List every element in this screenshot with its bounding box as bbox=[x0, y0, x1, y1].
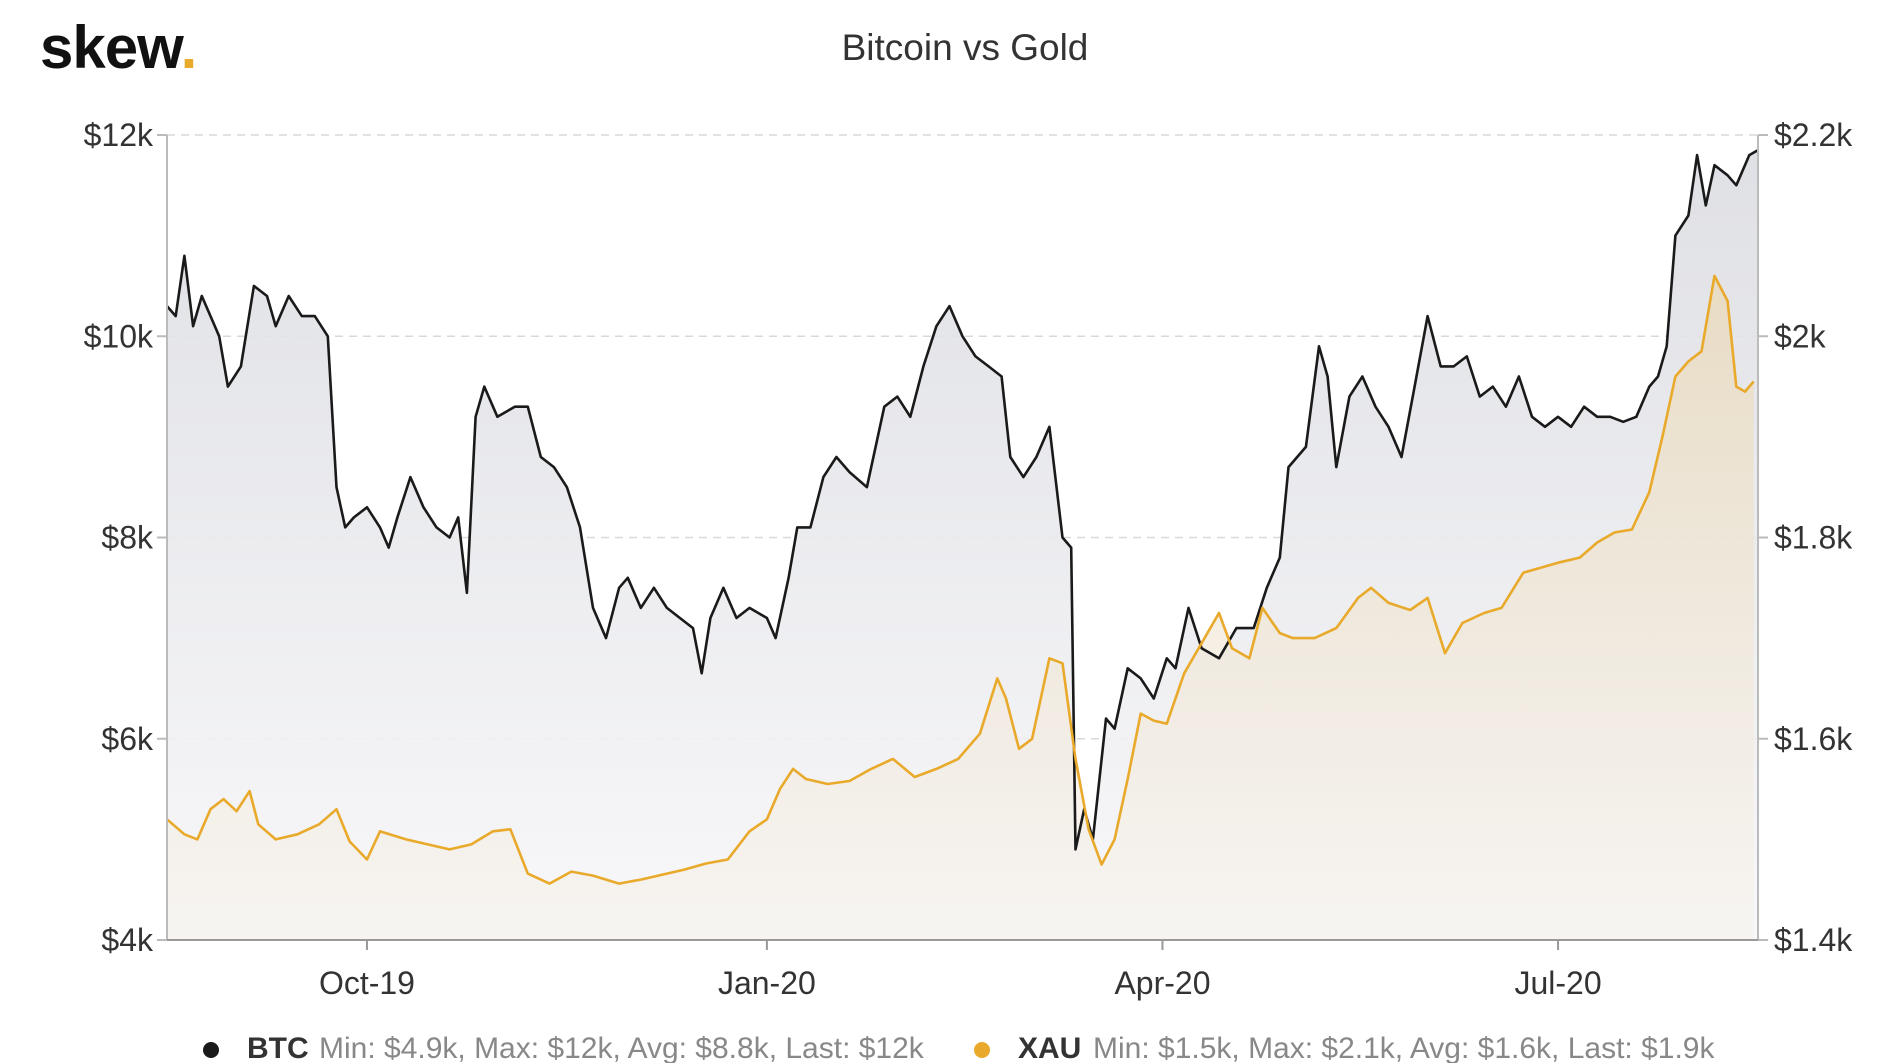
chart-title: Bitcoin vs Gold bbox=[842, 27, 1089, 68]
y-left-tick-label: $12k bbox=[84, 117, 154, 153]
svg-text:skew.: skew. bbox=[40, 14, 196, 81]
series-lines bbox=[166, 148, 1759, 885]
xau-legend-stats: Min: $1.5k, Max: $2.1k, Avg: $1.6k, Last… bbox=[1093, 1032, 1715, 1063]
y-right-tick-label: $1.4k bbox=[1774, 922, 1853, 958]
legend: BTC Min: $4.9k, Max: $12k, Avg: $8.8k, L… bbox=[203, 1032, 1715, 1063]
xau-legend-name: XAU bbox=[1018, 1032, 1081, 1063]
y-axis-right: $1.4k $1.6k $1.8k $2k $2.2k bbox=[1774, 117, 1853, 958]
legend-item-btc[interactable]: BTC Min: $4.9k, Max: $12k, Avg: $8.8k, L… bbox=[203, 1032, 925, 1063]
y-left-tick-label: $4k bbox=[101, 922, 154, 958]
series-areas bbox=[167, 150, 1758, 941]
x-tick-label: Apr-20 bbox=[1114, 965, 1210, 1001]
btc-legend-marker bbox=[203, 1042, 219, 1058]
y-right-tick-label: $2k bbox=[1774, 318, 1827, 354]
btc-legend-stats: Min: $4.9k, Max: $12k, Avg: $8.8k, Last:… bbox=[319, 1032, 925, 1063]
legend-item-xau[interactable]: XAU Min: $1.5k, Max: $2.1k, Avg: $1.6k, … bbox=[974, 1032, 1715, 1063]
x-tick-label: Jul-20 bbox=[1514, 965, 1601, 1001]
x-axis: Oct-19 Jan-20 Apr-20 Jul-20 bbox=[319, 965, 1602, 1001]
y-left-tick-label: $10k bbox=[84, 318, 154, 354]
xau-legend-marker bbox=[974, 1042, 990, 1058]
btc-line[interactable] bbox=[166, 148, 1759, 851]
skew-logo: skew. bbox=[40, 14, 197, 81]
x-tick-label: Jan-20 bbox=[718, 965, 816, 1001]
y-left-tick-label: $6k bbox=[101, 721, 154, 757]
xau-area bbox=[167, 275, 1754, 940]
y-left-tick-label: $8k bbox=[101, 520, 154, 556]
y-right-tick-label: $1.6k bbox=[1774, 721, 1853, 757]
axes bbox=[157, 134, 1768, 950]
y-right-tick-label: $2.2k bbox=[1774, 117, 1853, 153]
x-tick-label: Oct-19 bbox=[319, 965, 415, 1001]
y-axis-left: $4k $6k $8k $10k $12k bbox=[84, 117, 154, 958]
logo-text: skew bbox=[40, 14, 184, 81]
xau-line[interactable] bbox=[166, 274, 1755, 885]
y-right-tick-label: $1.8k bbox=[1774, 520, 1853, 556]
logo-dot: . bbox=[181, 14, 197, 81]
btc-legend-name: BTC bbox=[247, 1032, 309, 1063]
